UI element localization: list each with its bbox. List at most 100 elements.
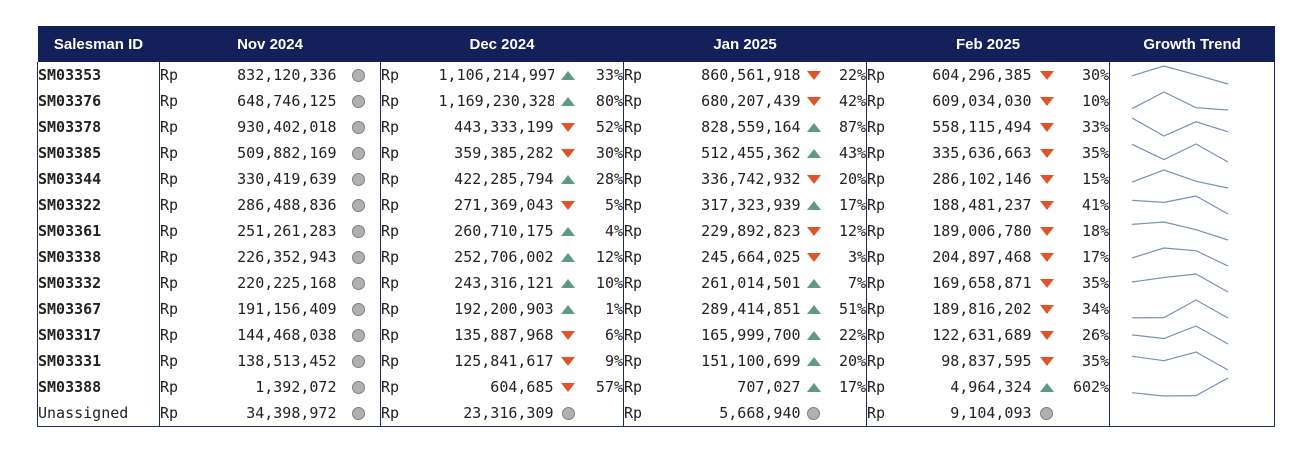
table-row[interactable]: SM03331 Rp 138,513,452 Rp 125,841,617 9% Rp 151… — [37, 348, 1276, 374]
feb-indicator — [1032, 244, 1062, 270]
currency-label: Rp — [624, 66, 643, 84]
table-row[interactable]: SM03361 Rp 251,261,283 Rp 260,710,175 4% Rp 229… — [37, 218, 1276, 244]
up-triangle-icon — [806, 305, 821, 314]
down-triangle-icon — [1039, 175, 1054, 184]
salesman-id-cell[interactable]: SM03376 — [37, 88, 160, 114]
table-row[interactable]: SM03353 Rp 832,120,336 Rp 1,106,214,997 33% Rp… — [37, 62, 1276, 88]
nov-value: 286,488,836 — [237, 196, 337, 214]
salesman-id-cell[interactable]: SM03388 — [37, 374, 160, 400]
growth-trend-cell — [1109, 348, 1276, 374]
table-row[interactable]: SM03378 Rp 930,402,018 Rp 443,333,199 52% Rp 82… — [37, 114, 1276, 140]
salesman-id-cell[interactable]: SM03385 — [37, 140, 160, 166]
sparkline — [1131, 273, 1229, 293]
table-row[interactable]: SM03332 Rp 220,225,168 Rp 243,316,121 10% Rp 26… — [37, 270, 1276, 296]
jan-value: 5,668,940 — [679, 400, 801, 427]
dec-change-pct: 57% — [582, 374, 625, 400]
header-salesman-id[interactable]: Salesman ID — [37, 26, 160, 62]
up-triangle-icon — [806, 201, 821, 210]
growth-trend-cell — [1109, 218, 1276, 244]
feb-value: 604,296,385 — [932, 66, 1032, 84]
sales-table: Salesman ID Nov 2024 Dec 2024 Jan 2025 F… — [37, 26, 1276, 427]
feb-value: 122,631,689 — [932, 326, 1032, 344]
salesman-id-cell[interactable]: SM03367 — [37, 296, 160, 322]
jan-value: 707,027 — [737, 378, 801, 396]
salesman-id-cell[interactable]: SM03378 — [37, 114, 160, 140]
currency-label: Rp — [867, 378, 886, 396]
table-row[interactable]: SM03385 Rp 509,882,169 Rp 359,385,282 30% Rp 51… — [37, 140, 1276, 166]
currency-label: Rp — [381, 222, 400, 240]
up-triangle-icon — [561, 253, 576, 262]
nov-indicator — [336, 296, 382, 322]
feb-change-pct: 602% — [1061, 374, 1111, 400]
neutral-dot-icon — [351, 303, 365, 316]
dec-change-pct: 33% — [582, 62, 625, 88]
dec-value: 260,710,175 — [454, 222, 554, 240]
up-triangle-icon — [561, 279, 576, 288]
feb-value: 4,964,324 — [950, 378, 1032, 396]
feb-value: 286,102,146 — [932, 170, 1032, 188]
jan-indicator — [801, 192, 827, 218]
neutral-dot-icon — [351, 225, 365, 238]
salesman-id-cell[interactable]: SM03332 — [37, 270, 160, 296]
currency-label: Rp — [624, 144, 643, 162]
dec-value: 125,841,617 — [454, 352, 554, 370]
feb-indicator — [1031, 400, 1062, 427]
nov-indicator — [336, 322, 382, 348]
nov-indicator — [336, 62, 382, 88]
neutral-dot-icon — [351, 355, 365, 368]
dec-change-pct: 4% — [582, 218, 625, 244]
currency-label: Rp — [624, 118, 643, 136]
nov-value: 330,419,639 — [237, 170, 337, 188]
salesman-id-cell[interactable]: SM03331 — [37, 348, 160, 374]
down-triangle-icon — [806, 71, 821, 80]
dec-change-pct: 9% — [582, 348, 625, 374]
growth-trend-cell — [1109, 296, 1276, 322]
sparkline-path — [1132, 221, 1229, 241]
table-row[interactable]: SM03322 Rp 286,488,836 Rp 271,369,043 5% Rp 317… — [37, 192, 1276, 218]
header-dec-2024[interactable]: Dec 2024 — [380, 26, 624, 62]
sparkline-path — [1132, 299, 1229, 319]
dec-indicator — [554, 322, 583, 348]
salesman-id-cell[interactable]: SM03322 — [37, 192, 160, 218]
table-row[interactable]: Unassigned Rp 34,398,972 Rp 23,316,309 Rp 5,66… — [37, 400, 1276, 427]
dec-value: 359,385,282 — [454, 144, 554, 162]
table-row[interactable]: SM03344 Rp 330,419,639 Rp 422,285,794 28% Rp 33… — [37, 166, 1276, 192]
jan-change-pct: 20% — [826, 166, 868, 192]
dec-change-pct: 52% — [582, 114, 625, 140]
header-jan-2025[interactable]: Jan 2025 — [623, 26, 867, 62]
jan-indicator — [801, 88, 827, 114]
nov-indicator — [336, 244, 382, 270]
currency-label: Rp — [867, 118, 886, 136]
feb-change-pct: 17% — [1061, 244, 1111, 270]
jan-change-pct: 7% — [826, 270, 868, 296]
salesman-id-cell[interactable]: SM03317 — [37, 322, 160, 348]
feb-change-pct: 35% — [1061, 348, 1111, 374]
sparkline-path — [1131, 273, 1229, 293]
table-row[interactable]: SM03376 Rp 648,746,125 Rp 1,169,230,328 80% Rp… — [37, 88, 1276, 114]
table-row[interactable]: SM03388 Rp 1,392,072 Rp 604,685 57% Rp 707,027 1… — [37, 374, 1276, 400]
feb-value: 204,897,468 — [932, 248, 1032, 266]
salesman-id-cell[interactable]: SM03361 — [37, 218, 160, 244]
header-nov-2024[interactable]: Nov 2024 — [159, 26, 381, 62]
growth-trend-cell — [1109, 62, 1276, 88]
salesman-id-cell[interactable]: SM03353 — [37, 62, 160, 88]
down-triangle-icon — [1039, 201, 1054, 210]
header-row: Salesman ID Nov 2024 Dec 2024 Jan 2025 F… — [37, 26, 1275, 62]
table-row[interactable]: SM03367 Rp 191,156,409 Rp 192,200,903 1% Rp 289… — [37, 296, 1276, 322]
salesman-id-cell[interactable]: Unassigned — [37, 400, 160, 427]
header-growth-trend[interactable]: Growth Trend — [1109, 26, 1275, 62]
table-row[interactable]: SM03317 Rp 144,468,038 Rp 135,887,968 6% Rp 165… — [37, 322, 1276, 348]
jan-value: 165,999,700 — [701, 326, 801, 344]
up-triangle-icon — [806, 357, 821, 366]
salesman-id-cell[interactable]: SM03338 — [37, 244, 160, 270]
up-triangle-icon — [806, 383, 821, 392]
salesman-id-cell[interactable]: SM03344 — [37, 166, 160, 192]
currency-label: Rp — [381, 326, 400, 344]
table-row[interactable]: SM03338 Rp 226,352,943 Rp 252,706,002 12% Rp 24… — [37, 244, 1276, 270]
currency-label: Rp — [624, 274, 643, 292]
currency-label: Rp — [381, 170, 400, 188]
currency-label: Rp — [624, 352, 643, 370]
down-triangle-icon — [1039, 97, 1054, 106]
dec-indicator — [554, 62, 583, 88]
header-feb-2025[interactable]: Feb 2025 — [866, 26, 1110, 62]
